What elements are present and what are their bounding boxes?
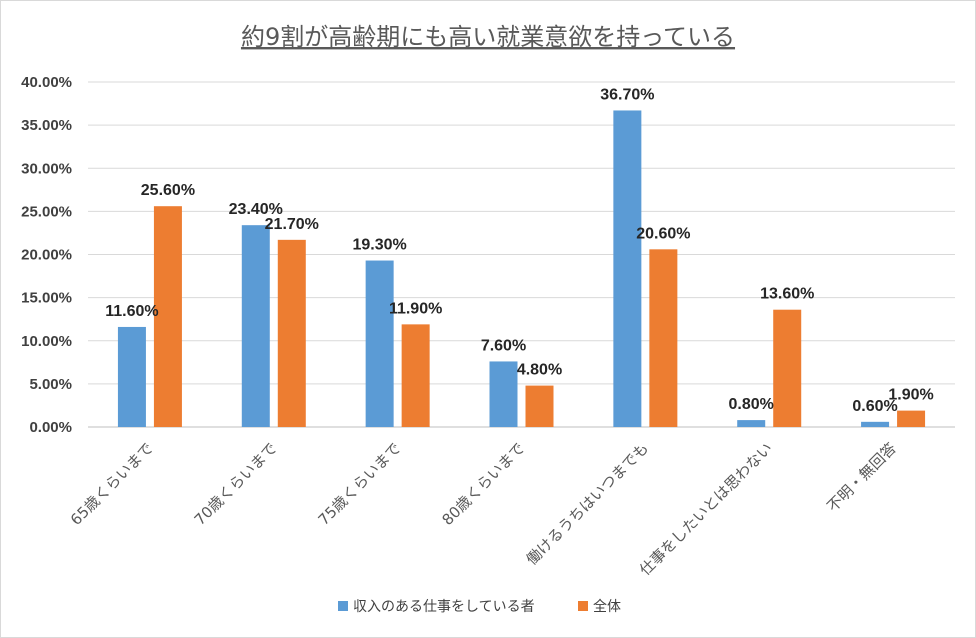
data-label: 1.90% bbox=[888, 387, 933, 404]
data-label: 11.60% bbox=[105, 303, 158, 320]
legend-swatch bbox=[338, 601, 348, 611]
x-tick-label: 75歳くらいまで bbox=[315, 439, 405, 529]
y-tick-label: 30.00% bbox=[21, 160, 72, 177]
x-tick-label: 働けるうちはいつまでも bbox=[523, 439, 652, 568]
data-labels: 11.60% 25.60% 23.40%21.70% 19.30% 11.90% 7.60… bbox=[105, 86, 934, 414]
data-label: 13.60% bbox=[760, 286, 814, 303]
data-label: 0.80% bbox=[729, 396, 774, 413]
y-tick-label: 20.00% bbox=[21, 247, 72, 264]
legend-label: 収入のある仕事をしている者 bbox=[353, 599, 535, 615]
data-label: 19.30% bbox=[353, 237, 407, 254]
bar bbox=[737, 420, 766, 427]
bar bbox=[489, 361, 518, 427]
x-tick-label: 65歳くらいまで bbox=[67, 439, 157, 529]
data-label: 21.70% bbox=[265, 216, 319, 233]
y-tick-label: 10.00% bbox=[21, 333, 72, 350]
chart-title: 約9割が高齢期にも高い就業意欲を持っている bbox=[241, 23, 735, 51]
bar bbox=[117, 326, 146, 427]
bar bbox=[277, 239, 306, 427]
y-tick-label: 40.00% bbox=[21, 74, 72, 91]
y-axis: 0.00% 5.00% 10.00% 15.00% 20.00% 25.00% 30.00%… bbox=[21, 74, 72, 436]
bar bbox=[153, 206, 182, 427]
bar bbox=[773, 309, 802, 427]
bar bbox=[365, 260, 394, 427]
data-label: 25.60% bbox=[141, 182, 195, 199]
legend-swatch bbox=[578, 601, 588, 611]
y-tick-label: 35.00% bbox=[21, 117, 72, 134]
x-tick-label: 仕事をしたいとは思わない bbox=[636, 439, 776, 579]
x-tick-label: 80歳くらいまで bbox=[438, 439, 528, 529]
x-axis: 65歳くらいまで 70歳くらいまで 75歳くらいまで 80歳くらいまで働けるうちはいつ… bbox=[67, 439, 900, 579]
data-label: 11.90% bbox=[389, 300, 442, 317]
bars bbox=[117, 110, 926, 428]
x-tick-label: 70歳くらいまで bbox=[191, 439, 281, 529]
bar bbox=[649, 249, 678, 427]
bar bbox=[897, 410, 926, 427]
bar bbox=[241, 225, 270, 427]
bar bbox=[861, 421, 890, 427]
y-tick-label: 5.00% bbox=[29, 376, 72, 393]
data-label: 7.60% bbox=[481, 337, 526, 354]
y-tick-label: 0.00% bbox=[29, 419, 72, 436]
x-tick-label: 不明・無回答 bbox=[824, 439, 900, 515]
data-label: 4.80% bbox=[517, 362, 562, 379]
y-tick-label: 25.00% bbox=[21, 203, 72, 220]
data-label: 36.70% bbox=[600, 86, 654, 103]
data-label: 0.60% bbox=[852, 398, 897, 415]
data-label: 20.60% bbox=[636, 225, 690, 242]
data-label: 23.40% bbox=[229, 201, 283, 218]
legend-label: 全体 bbox=[593, 598, 621, 615]
legend: 収入のある仕事をしている者 全体 bbox=[338, 598, 621, 615]
gridlines bbox=[88, 81, 955, 428]
bar bbox=[613, 110, 642, 428]
y-tick-label: 15.00% bbox=[21, 290, 72, 307]
bar bbox=[401, 324, 430, 427]
bar bbox=[525, 385, 554, 427]
